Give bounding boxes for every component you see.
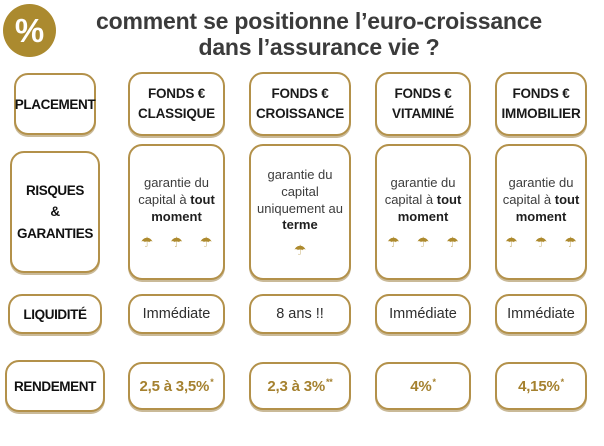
percent-icon: % (3, 4, 56, 57)
cell-garantie-croissance: garantie du capital uniquement au terme … (249, 144, 351, 280)
garantie-text: garantie du capital à tout moment (381, 175, 465, 226)
percent-glyph: % (14, 11, 45, 49)
umbrella-icon: ☂ (505, 233, 518, 250)
column-header-fonds-vitamine: FONDS € VITAMINÉ (375, 72, 471, 136)
garantie-text-normal: garantie du capital uniquement au (256, 166, 343, 216)
umbrella-row: ☂ (294, 243, 307, 257)
rendement-number: 4,15% (518, 378, 560, 395)
umbrella-icon: ☂ (387, 233, 400, 250)
header-row: PLACEMENT FONDS € CLASSIQUE FONDS € CROI… (0, 72, 604, 136)
rendement-value: 4,15%* (518, 377, 564, 395)
umbrella-row: ☂ ☂ ☂ (505, 235, 577, 249)
column-header-line: FONDS € (147, 86, 206, 102)
column-header-fonds-croissance: FONDS € CROISSANCE (249, 72, 351, 136)
column-header-fonds-classique: FONDS € CLASSIQUE (128, 72, 225, 136)
title-line-2: dans l’assurance vie ? (198, 33, 440, 60)
umbrella-icon: ☂ (140, 233, 154, 250)
garantie-text-normal: garantie du capital à (138, 175, 210, 208)
garantie-text-normal: garantie du capital à (502, 175, 574, 208)
rendement-value: 2,5 à 3,5%* (139, 377, 213, 395)
column-header-line: VITAMINÉ (392, 106, 454, 121)
cell-liquidite-classique: Immédiate (128, 294, 225, 334)
row-label-risques-garanties: RISQUES & GARANTIES (10, 151, 100, 273)
cell-liquidite-croissance: 8 ans !! (249, 294, 351, 334)
rendement-number: 2,3 à 3% (267, 378, 325, 395)
liquidite-row: LIQUIDITÉ Immédiate 8 ans !! Immédiate I… (0, 294, 604, 334)
column-header-line: CROISSANCE (255, 106, 344, 121)
rendement-value: 4%* (410, 377, 436, 395)
rendement-number: 2,5 à 3,5% (139, 378, 210, 395)
garantie-text: garantie du capital à tout moment (501, 175, 581, 226)
liquidite-value: Immédiate (389, 306, 457, 322)
rendement-footnote-mark: * (560, 377, 565, 387)
cell-rendement-immobilier: 4,15%* (495, 362, 587, 410)
cell-liquidite-immobilier: Immédiate (495, 294, 587, 334)
liquidite-value: Immédiate (142, 306, 211, 322)
liquidite-value: 8 ans !! (276, 306, 324, 322)
umbrella-row: ☂ ☂ ☂ (141, 235, 213, 249)
umbrella-icon: ☂ (446, 233, 459, 250)
row-label-risques-line: RISQUES (26, 182, 84, 198)
cell-rendement-vitamine: 4%* (375, 362, 471, 410)
cell-garantie-classique: garantie du capital à tout moment ☂ ☂ ☂ (128, 144, 225, 280)
umbrella-icon: ☂ (416, 233, 430, 250)
cell-garantie-vitamine: garantie du capital à tout moment ☂ ☂ ☂ (375, 144, 471, 280)
row-label-rendement-text: RENDEMENT (14, 378, 96, 394)
column-header-line: CLASSIQUE (138, 106, 215, 121)
cell-liquidite-vitamine: Immédiate (375, 294, 471, 334)
row-label-placement-text: PLACEMENT (14, 96, 96, 112)
garantie-text-normal: garantie du capital à (384, 175, 456, 208)
row-label-liquidite-text: LIQUIDITÉ (23, 306, 87, 322)
row-label-liquidite: LIQUIDITÉ (8, 294, 102, 334)
rendement-footnote-mark: ** (326, 377, 333, 387)
header: % comment se positionne l’euro-croissanc… (0, 0, 604, 62)
cell-rendement-croissance: 2,3 à 3%** (249, 362, 351, 410)
row-label-risques-line: GARANTIES (17, 225, 93, 241)
rendement-row: RENDEMENT 2,5 à 3,5%* 2,3 à 3%** 4%* 4,1… (0, 360, 604, 412)
garantie-text-bold: tout moment (397, 192, 462, 224)
title-line-1: comment se positionne l’euro-croissance (96, 8, 542, 34)
umbrella-icon: ☂ (534, 233, 548, 250)
garantie-text: garantie du capital à tout moment (134, 175, 219, 226)
column-header-line: FONDS € (271, 86, 329, 102)
risques-row: RISQUES & GARANTIES garantie du capital … (0, 144, 604, 280)
umbrella-row: ☂ ☂ ☂ (387, 235, 459, 249)
column-header-fonds-immobilier: FONDS € IMMOBILIER (495, 72, 587, 136)
rendement-value: 2,3 à 3%** (267, 377, 332, 395)
liquidite-value: Immédiate (507, 306, 575, 322)
row-label-rendement: RENDEMENT (5, 360, 105, 412)
umbrella-icon: ☂ (293, 242, 307, 259)
garantie-text-bold: tout moment (151, 192, 215, 224)
rendement-number: 4% (410, 378, 432, 395)
umbrella-icon: ☂ (199, 233, 213, 250)
row-label-placement: PLACEMENT (14, 73, 96, 135)
column-header-line: IMMOBILIER (501, 106, 581, 121)
rendement-footnote-mark: * (432, 377, 436, 387)
garantie-text-bold: terme (282, 217, 318, 233)
column-header-line: FONDS € (394, 86, 452, 102)
rendement-footnote-mark: * (210, 377, 214, 387)
garantie-text-bold: tout moment (515, 192, 580, 224)
garantie-text: garantie du capital uniquement au terme (255, 167, 345, 235)
column-header-line: FONDS € (512, 86, 570, 102)
cell-garantie-immobilier: garantie du capital à tout moment ☂ ☂ ☂ (495, 144, 587, 280)
cell-rendement-classique: 2,5 à 3,5%* (128, 362, 225, 410)
row-label-risques-line: & (50, 204, 60, 220)
umbrella-icon: ☂ (564, 233, 577, 250)
umbrella-icon: ☂ (170, 233, 183, 250)
page-title: comment se positionne l’euro-croissance … (0, 8, 604, 60)
